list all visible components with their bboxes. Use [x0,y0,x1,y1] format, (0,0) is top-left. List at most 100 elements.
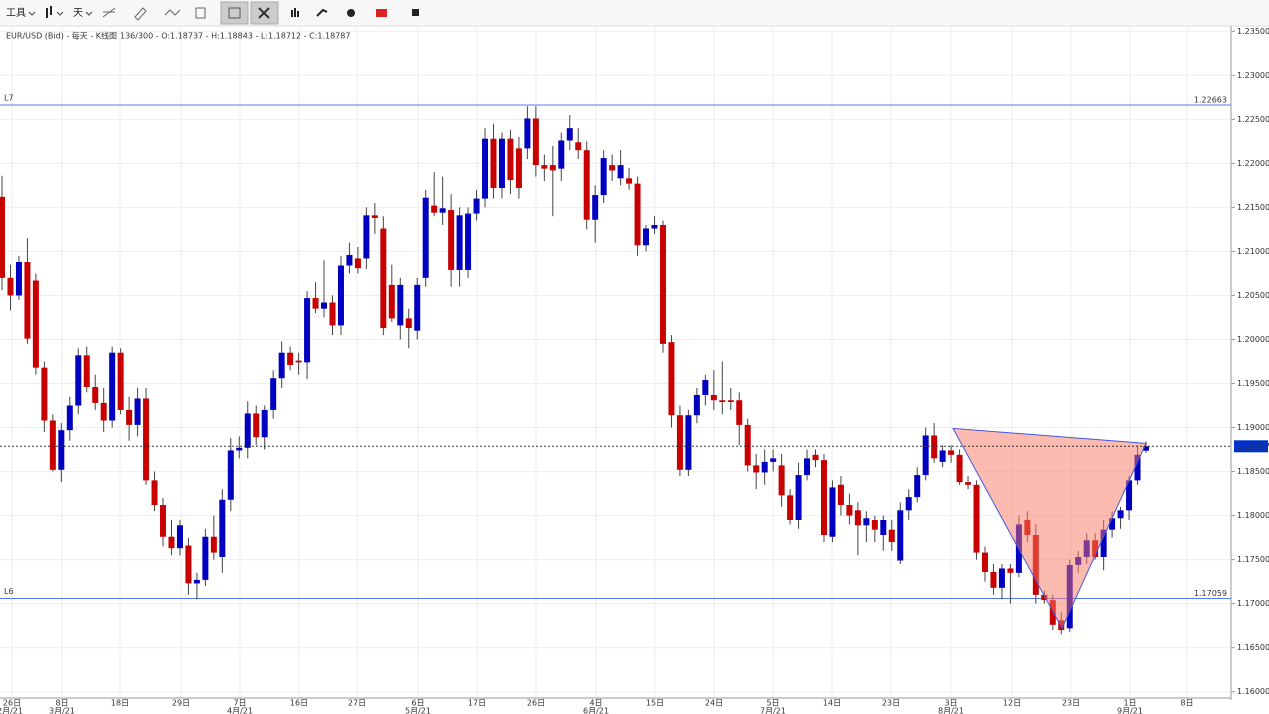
candle-body [727,400,734,403]
candle-body [304,298,311,363]
candle-body [7,277,14,296]
x-tick-label: 23日 [1062,699,1080,708]
layout-button[interactable] [220,1,249,25]
y-tick-label: 1.23000 [1237,71,1269,80]
candle-body [854,510,861,526]
candle-body [871,520,878,530]
candle-body [287,352,294,366]
y-tick-label: 1.22000 [1237,159,1269,168]
candle-body [295,360,302,363]
plot [0,104,1231,635]
candle-body [939,450,946,462]
candle-body [143,398,150,481]
candle-body [744,424,751,466]
window-icon[interactable] [412,9,419,16]
period-menu[interactable]: 天 [73,8,83,19]
candle-body [151,480,158,506]
candle-body [905,497,912,511]
settings-icon[interactable] [347,9,355,17]
delete-tool[interactable] [195,7,206,19]
candle-body [973,484,980,553]
candle-icon [50,6,52,15]
candle-body [770,458,777,462]
month-label: 5月/21 [405,707,431,714]
candle-body [761,461,768,473]
y-tick-label: 1.16000 [1237,687,1269,696]
toolbar [0,0,1269,26]
y-tick-label: 1.20500 [1237,291,1269,300]
candle-body [710,394,717,401]
candle-body [931,435,938,459]
candle-body [66,405,73,431]
candle-body [109,352,116,421]
candle-body [431,205,438,213]
candle-body [134,398,141,425]
month-label: 4月/21 [227,707,253,714]
candle-body [160,505,167,537]
y-tick-label: 1.21000 [1237,247,1269,256]
x-tick-label: 24日 [705,699,723,708]
candle-body [380,228,387,329]
current-price-box [1234,440,1268,453]
candle-body [41,367,48,421]
candle-body [914,475,921,498]
candle-icon[interactable] [46,8,48,18]
dropdown-arrow [85,11,93,16]
candle-body [100,402,107,421]
x-tick-label: 6日 [411,699,424,708]
pattern-tool[interactable] [164,9,181,16]
indicator-icon[interactable] [291,8,299,17]
candle-body [1041,594,1048,601]
candle-body [846,505,853,516]
candle-body [981,552,988,572]
x-tick-label: 27日 [348,699,366,708]
level-name: L7 [4,93,14,102]
candle-body [329,302,336,326]
x-tick-label: 16日 [290,699,308,708]
x-tick-label: 8日 [55,699,68,708]
candle-body [219,499,226,557]
candle-body [482,138,489,199]
candle-body [498,138,505,189]
toolbar-items: 工具 天 [6,1,419,25]
x-tick-label: 5日 [766,699,779,708]
candle-body [422,197,429,278]
candle-body [812,454,819,461]
candle-body [0,196,5,278]
candle-body [676,415,683,470]
candle-body [363,215,370,259]
candle-body [92,387,99,403]
draw-tool[interactable] [134,7,147,21]
y-tick-label: 1.19000 [1237,423,1269,432]
candle-body [253,413,260,438]
candle-body [880,520,887,535]
candle-body [609,165,616,171]
candle-body [558,140,565,169]
color-icon[interactable] [376,9,387,17]
candle-body [948,450,955,455]
candle-body [1100,529,1107,557]
candle-body [1109,518,1116,530]
candle-body [524,118,531,149]
line-tool[interactable] [102,7,116,18]
candle-body [965,482,972,485]
candle-body [1126,480,1133,511]
candle-body [804,458,811,476]
candle-body [321,302,328,309]
candle-body [270,378,277,410]
candle-body [693,394,700,416]
candle-body [685,415,692,470]
trend-icon[interactable] [316,8,328,17]
month-label: 6月/21 [583,707,609,714]
y-tick-label: 1.23500 [1237,27,1269,36]
candle-body [185,545,192,584]
candle-body [1117,510,1124,519]
candle-body [863,518,870,526]
x-tick-label: 18日 [111,699,129,708]
candle-body [24,261,31,339]
tools-menu[interactable]: 工具 [6,7,26,19]
candle-body [541,165,548,169]
candle-body [668,342,675,416]
x-tick-label: 29日 [172,699,190,708]
